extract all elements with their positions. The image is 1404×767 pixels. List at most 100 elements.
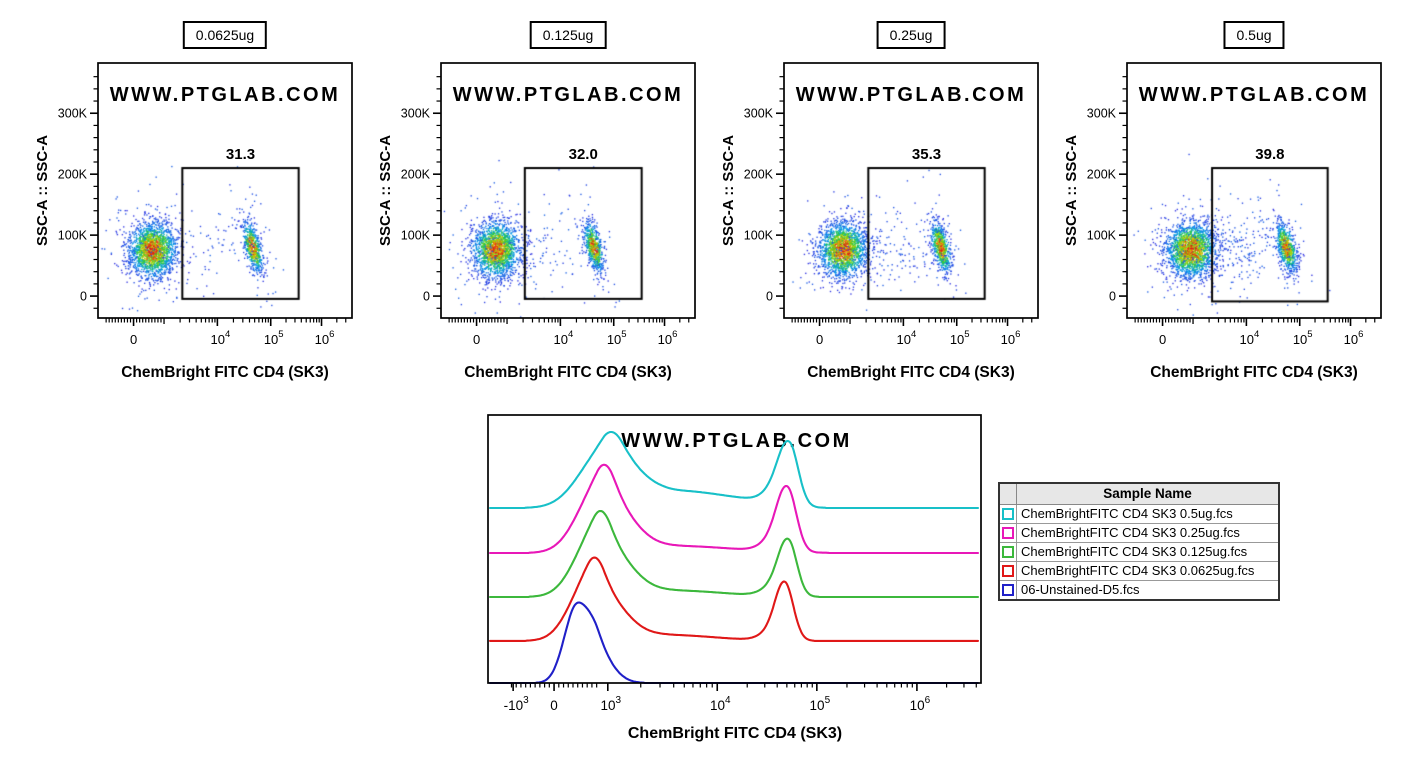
axis-tick-label: 100K <box>744 229 774 243</box>
watermark: WWW.PTGLAB.COM <box>1139 84 1370 106</box>
axis-tick-label: 106 <box>1001 329 1021 347</box>
legend-sample-name: 06-Unstained-D5.fcs <box>1021 582 1140 597</box>
axis-tick-label: 300K <box>1087 107 1117 121</box>
axis-tick-label: 106 <box>1344 329 1364 347</box>
axis-tick-label: 106 <box>658 329 678 347</box>
axis-tick-label: 106 <box>910 695 931 713</box>
legend-header-label: Sample Name <box>1103 486 1192 501</box>
axis-tick-label: 105 <box>810 695 831 713</box>
panel-title: 0.5ug <box>1223 21 1285 49</box>
axis-tick-label: 104 <box>1239 329 1259 347</box>
axis-tick-label: 103 <box>601 695 622 713</box>
axis-tick-label: 0 <box>1109 290 1116 304</box>
dot-plot-canvas <box>1127 63 1381 318</box>
watermark: WWW.PTGLAB.COM <box>621 430 852 452</box>
axis-tick-label: 0 <box>423 290 430 304</box>
axis-tick-label: 0 <box>130 332 137 347</box>
gate-percentage: 32.0 <box>569 146 598 163</box>
legend-swatch-cell <box>1000 524 1017 542</box>
dot-plot-canvas <box>98 63 352 318</box>
axis-tick-label: 104 <box>710 695 731 713</box>
watermark: WWW.PTGLAB.COM <box>453 84 684 106</box>
axis-tick-label: 105 <box>607 329 627 347</box>
panel-title: 0.125ug <box>529 21 607 49</box>
legend-swatch-column-header <box>1000 484 1017 504</box>
x-axis-label: ChemBright FITC CD4 (SK3) <box>1150 364 1358 381</box>
legend-color-swatch <box>1002 527 1014 539</box>
legend-sample-name: ChemBrightFITC CD4 SK3 0.125ug.fcs <box>1021 544 1248 559</box>
axis-tick-label: 0 <box>816 332 823 347</box>
watermark: WWW.PTGLAB.COM <box>796 84 1027 106</box>
scatter-axes: WWW.PTGLAB.COM 0 100K 200K 300K 0 104 105 106 32.… <box>377 62 696 381</box>
scatter-panel-0.0625ug: 0.0625ug WWW.PTGLAB.COM 0 100K 200K 300K 0 104 1… <box>30 10 370 405</box>
axis-tick-label: 106 <box>315 329 335 347</box>
axis-tick-label: 200K <box>1087 168 1117 182</box>
legend-swatch-cell <box>1000 543 1017 561</box>
axis-tick-label: 300K <box>58 107 88 121</box>
panel-title: 0.25ug <box>876 21 946 49</box>
axis-tick-label: 104 <box>896 329 916 347</box>
axis-tick-label: 0 <box>766 290 773 304</box>
legend-swatch-cell <box>1000 505 1017 523</box>
legend-row-2: ChemBrightFITC CD4 SK3 0.125ug.fcs <box>1000 543 1278 562</box>
panel-title: 0.0625ug <box>182 21 268 49</box>
axis-tick-label: 200K <box>58 168 88 182</box>
axis-tick-label: 105 <box>1293 329 1313 347</box>
x-axis-label: ChemBright FITC CD4 (SK3) <box>121 364 329 381</box>
legend-table: Sample Name ChemBrightFITC CD4 SK3 0.5ug… <box>998 482 1280 601</box>
axis-tick-label: 0 <box>473 332 480 347</box>
histogram-curve-2 <box>488 509 980 599</box>
histogram-x-axis-label: ChemBright FITC CD4 (SK3) <box>627 725 843 742</box>
y-axis-label: SSC-A :: SSC-A <box>720 135 737 246</box>
axis-tick-label: 0 <box>80 290 87 304</box>
legend-sample-name: ChemBrightFITC CD4 SK3 0.5ug.fcs <box>1021 506 1233 521</box>
legend-sample-name: ChemBrightFITC CD4 SK3 0.25ug.fcs <box>1021 525 1240 540</box>
legend-row-1: ChemBrightFITC CD4 SK3 0.25ug.fcs <box>1000 524 1278 543</box>
scatter-axes: WWW.PTGLAB.COM 0 100K 200K 300K 0 104 105 106 35.… <box>720 62 1039 381</box>
dot-plot-canvas <box>441 63 695 318</box>
legend-color-swatch <box>1002 508 1014 520</box>
axis-tick-label: 0 <box>550 698 558 713</box>
axis-tick-label: 300K <box>744 107 774 121</box>
legend-header-row: Sample Name <box>1000 484 1278 505</box>
y-axis-label: SSC-A :: SSC-A <box>377 135 394 246</box>
axis-tick-label: 200K <box>744 168 774 182</box>
gate-percentage: 39.8 <box>1255 146 1284 163</box>
gate-percentage: 35.3 <box>912 146 941 163</box>
histogram-curve-3 <box>488 556 980 642</box>
axis-tick-label: 0 <box>1159 332 1166 347</box>
axis-tick-label: 300K <box>401 107 431 121</box>
scatter-axes: WWW.PTGLAB.COM 0 100K 200K 300K 0 104 105 106 31.… <box>34 62 353 381</box>
scatter-panel-0.25ug: 0.25ug WWW.PTGLAB.COM 0 100K 200K 300K 0 104 105… <box>716 10 1056 405</box>
legend-swatch-cell <box>1000 562 1017 580</box>
scatter-panel-0.125ug: 0.125ug WWW.PTGLAB.COM 0 100K 200K 300K 0 104 10… <box>373 10 713 405</box>
dot-plot-canvas <box>784 63 1038 318</box>
scatter-panel-0.5ug: 0.5ug WWW.PTGLAB.COM 0 100K 200K 300K 0 104 105 1… <box>1059 10 1399 405</box>
axis-tick-label: 100K <box>58 229 88 243</box>
axis-tick-label: -103 <box>504 695 530 713</box>
watermark: WWW.PTGLAB.COM <box>110 84 341 106</box>
histogram-curve-1 <box>488 463 980 555</box>
x-axis-label: ChemBright FITC CD4 (SK3) <box>807 364 1015 381</box>
y-axis-label: SSC-A :: SSC-A <box>1063 135 1080 246</box>
legend-sample-name: ChemBrightFITC CD4 SK3 0.0625ug.fcs <box>1021 563 1255 578</box>
axis-tick-label: 100K <box>401 229 431 243</box>
legend-color-swatch <box>1002 565 1014 577</box>
axis-tick-label: 105 <box>950 329 970 347</box>
x-axis-label: ChemBright FITC CD4 (SK3) <box>464 364 672 381</box>
gate-percentage: 31.3 <box>226 146 255 163</box>
axis-tick-label: 104 <box>553 329 573 347</box>
legend-color-swatch <box>1002 584 1014 596</box>
axis-tick-label: 105 <box>264 329 284 347</box>
histogram-curve-0 <box>488 430 980 510</box>
histogram-plot: WWW.PTGLAB.COM -103 0 103 104 105 106 <box>487 414 982 713</box>
legend-color-swatch <box>1002 546 1014 558</box>
legend-row-4: 06-Unstained-D5.fcs <box>1000 581 1278 599</box>
legend-row-3: ChemBrightFITC CD4 SK3 0.0625ug.fcs <box>1000 562 1278 581</box>
axis-tick-label: 104 <box>210 329 230 347</box>
legend-swatch-cell <box>1000 581 1017 599</box>
scatter-axes: WWW.PTGLAB.COM 0 100K 200K 300K 0 104 105 106 39.… <box>1063 62 1382 381</box>
axis-tick-label: 100K <box>1087 229 1117 243</box>
histogram-panel: WWW.PTGLAB.COM -103 0 103 104 105 106 ChemBrig… <box>440 405 1030 767</box>
